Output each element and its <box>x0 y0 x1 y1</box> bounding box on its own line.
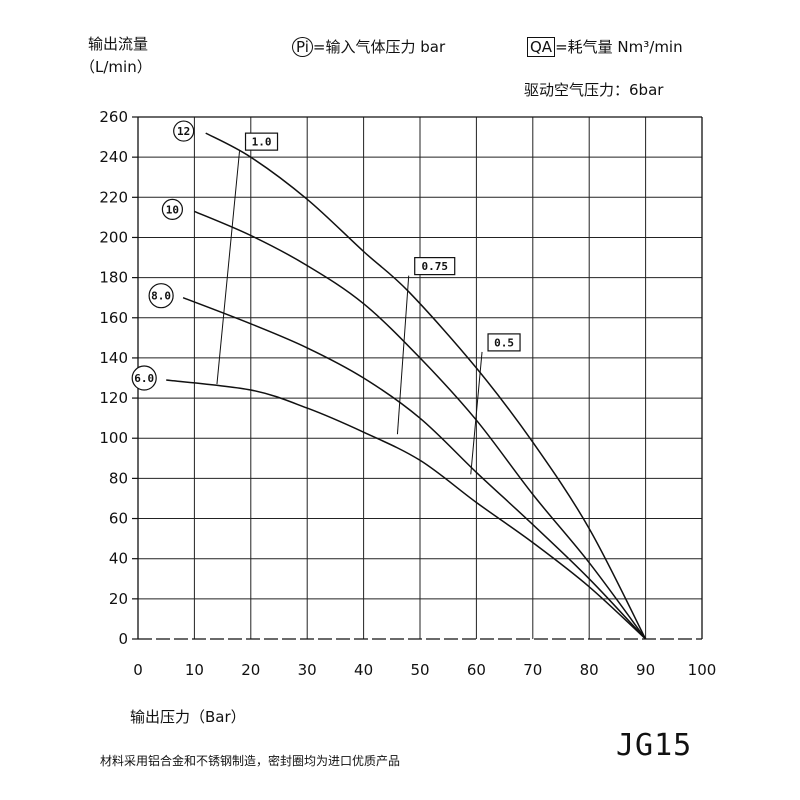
x-tick-label-10: 10 <box>185 661 204 679</box>
consumption-line-0.75 <box>396 275 410 435</box>
qa-description: =耗气量 Nm³/min <box>555 38 683 56</box>
x-tick-label-70: 70 <box>523 661 542 679</box>
consumption-label-1.0: 1.0 <box>252 136 272 149</box>
pi-description: =输入气体压力 bar <box>312 38 446 56</box>
series-label-circle-8.0 <box>148 283 174 309</box>
x-tick-label-80: 80 <box>580 661 599 679</box>
series-label-circle-10 <box>161 198 183 220</box>
x-tick-label-40: 40 <box>354 661 373 679</box>
series-label-8.0: 8.0 <box>151 290 171 303</box>
y-tick-label-200: 200 <box>99 228 128 246</box>
pi-legend: Pi =输入气体压力 bar <box>292 36 445 57</box>
x-tick-label-90: 90 <box>636 661 655 679</box>
x-tick-label-50: 50 <box>410 661 429 679</box>
footer-note: 材料采用铝合金和不锈钢制造，密封圈均为进口优质产品 <box>100 754 401 768</box>
consumption-line-1.0 <box>216 151 241 385</box>
series-curve-10 <box>194 210 647 640</box>
pi-symbol: Pi <box>292 37 313 57</box>
y-tick-label-260: 260 <box>99 108 128 126</box>
y-tick-label-0: 0 <box>118 630 128 648</box>
x-tick-label-0: 0 <box>133 661 143 679</box>
drive-pressure-label: 驱动空气压力：6bar <box>524 81 664 99</box>
series-label-circle-6.0 <box>131 365 157 391</box>
y-tick-label-40: 40 <box>109 550 128 568</box>
y-axis-title-line2: （L/min） <box>80 58 152 76</box>
y-tick-label-180: 180 <box>99 269 128 287</box>
y-tick-label-120: 120 <box>99 389 128 407</box>
y-tick-label-20: 20 <box>109 590 128 608</box>
series-curve-6.0 <box>166 379 647 640</box>
x-tick-label-60: 60 <box>467 661 486 679</box>
model-name: JG15 <box>616 728 693 763</box>
y-tick-label-80: 80 <box>109 469 128 487</box>
x-tick-label-30: 30 <box>298 661 317 679</box>
qa-symbol: QA <box>527 37 556 57</box>
y-tick-label-60: 60 <box>109 510 128 528</box>
consumption-line-0.5 <box>470 351 483 475</box>
consumption-label-box-0.5 <box>487 333 521 352</box>
y-tick-label-220: 220 <box>99 188 128 206</box>
y-axis-title-line1: 输出流量 <box>88 35 149 53</box>
series-label-10: 10 <box>166 203 179 216</box>
consumption-label-box-0.75 <box>414 257 456 276</box>
y-tick-label-160: 160 <box>99 309 128 327</box>
consumption-label-box-1.0 <box>244 132 279 151</box>
consumption-label-0.75: 0.75 <box>421 260 448 273</box>
series-curve-8.0 <box>182 296 647 640</box>
x-tick-label-100: 100 <box>688 661 717 679</box>
x-axis-title: 输出压力（Bar） <box>130 708 246 726</box>
consumption-label-0.5: 0.5 <box>494 336 514 349</box>
y-tick-label-240: 240 <box>99 148 128 166</box>
series-curve-12 <box>205 132 647 640</box>
x-tick-label-20: 20 <box>241 661 260 679</box>
y-tick-label-100: 100 <box>99 429 128 447</box>
series-label-circle-12 <box>173 120 195 142</box>
series-label-12: 12 <box>177 125 190 138</box>
y-tick-label-140: 140 <box>99 349 128 367</box>
series-label-6.0: 6.0 <box>134 372 154 385</box>
qa-legend: QA =耗气量 Nm³/min <box>527 36 683 57</box>
